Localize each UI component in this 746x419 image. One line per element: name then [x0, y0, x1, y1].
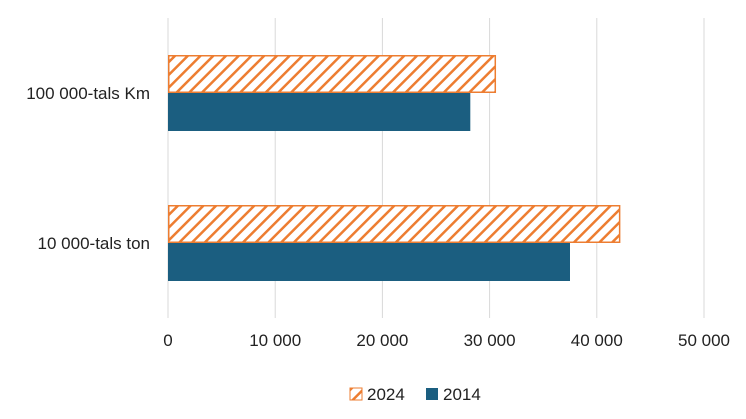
x-tick-label: 40 000 [571, 331, 623, 350]
legend-label-2024: 2024 [367, 385, 405, 404]
bars [168, 55, 621, 281]
bar-2014-1 [168, 243, 570, 281]
x-tick-label: 50 000 [678, 331, 730, 350]
legend: 2024 2014 [349, 385, 481, 404]
x-tick-label: 10 000 [249, 331, 301, 350]
x-tick-label: 30 000 [464, 331, 516, 350]
bar-2024-1 [168, 205, 621, 243]
x-tick-label: 0 [163, 331, 172, 350]
bar-2014-0 [168, 93, 471, 131]
x-axis: 0 10 000 20 000 30 000 40 000 50 000 [163, 331, 730, 350]
category-label: 100 000-tals Km [26, 84, 150, 103]
legend-swatch-2014 [426, 388, 438, 400]
x-tick-label: 20 000 [356, 331, 408, 350]
bar-2024-0 [168, 55, 497, 93]
legend-label-2014: 2014 [443, 385, 481, 404]
category-labels: 100 000-tals Km 10 000-tals ton [26, 84, 150, 253]
legend-swatch-2024 [349, 387, 363, 401]
category-label: 10 000-tals ton [38, 234, 150, 253]
